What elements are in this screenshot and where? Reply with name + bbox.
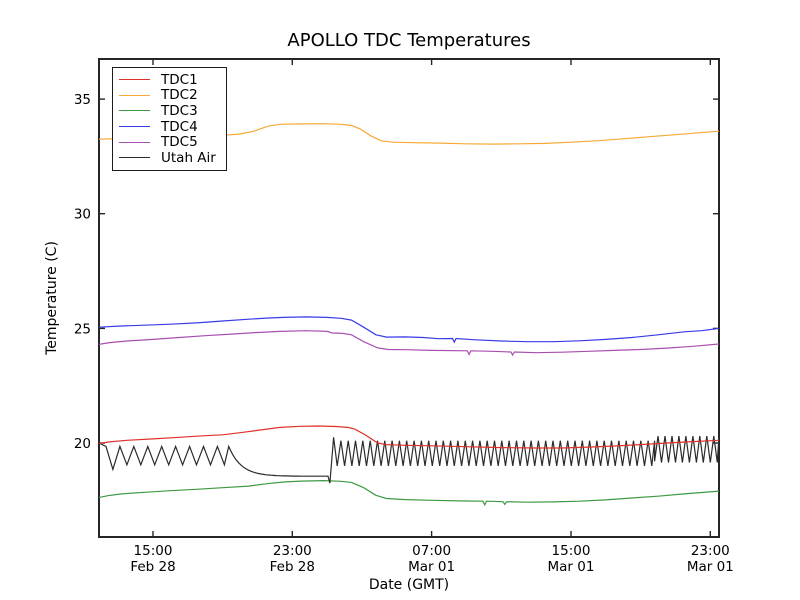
legend-label-tdc1: TDC1: [161, 71, 198, 88]
x-axis-label: Date (GMT): [369, 577, 449, 593]
y-tick-label: 25: [74, 321, 91, 337]
x-tick-label-date: Mar 01: [548, 559, 595, 575]
legend-label-utah-air: Utah Air: [161, 149, 216, 166]
series-line-tdc5: [98, 330, 720, 357]
x-tick-label-date: Mar 01: [687, 559, 734, 575]
legend-line-sample-utah-air: [119, 157, 150, 159]
y-tick-label: 30: [74, 207, 91, 223]
legend-item-tdc3: TDC3: [119, 103, 216, 119]
x-tick-label-time: 23:00: [273, 543, 312, 559]
series-line-tdc4: [98, 316, 720, 344]
x-tick-label-time: 15:00: [134, 543, 173, 559]
legend-item-tdc5: TDC5: [119, 134, 216, 150]
x-tick-label-date: Feb 28: [130, 559, 175, 575]
series-line-tdc3: [98, 479, 720, 507]
x-tick-label-date: Feb 28: [270, 559, 315, 575]
plot-border: [98, 58, 720, 538]
y-axis-label: Temperature (C): [44, 241, 60, 356]
legend-line-sample-tdc1: [119, 79, 150, 81]
y-tick-label: 35: [74, 92, 91, 108]
x-tick-label-time: 23:00: [691, 543, 730, 559]
x-tick-label-time: 07:00: [412, 543, 451, 559]
x-tick-label-date: Mar 01: [408, 559, 455, 575]
legend-box: TDC1 TDC2 TDC3 TDC4 TDC5 Utah Air: [112, 67, 227, 171]
series-line-utah-air: [98, 436, 720, 484]
legend-line-sample-tdc5: [119, 141, 150, 143]
legend-item-tdc4: TDC4: [119, 119, 216, 135]
chart-title: APOLLO TDC Temperatures: [287, 30, 530, 51]
y-tick-label: 20: [74, 436, 91, 452]
legend-label-tdc3: TDC3: [161, 102, 198, 119]
legend-label-tdc4: TDC4: [161, 118, 198, 135]
legend-line-sample-tdc4: [119, 126, 150, 128]
x-tick-label-time: 15:00: [552, 543, 591, 559]
legend-line-sample-tdc3: [119, 110, 150, 112]
legend-line-sample-tdc2: [119, 94, 150, 96]
series-line-tdc1: [98, 425, 720, 449]
legend-label-tdc2: TDC2: [161, 87, 198, 104]
legend-label-tdc5: TDC5: [161, 134, 198, 151]
legend-item-tdc2: TDC2: [119, 87, 216, 104]
legend-item-utah-air: Utah Air: [119, 150, 216, 166]
legend-item-tdc1: TDC1: [119, 72, 216, 88]
